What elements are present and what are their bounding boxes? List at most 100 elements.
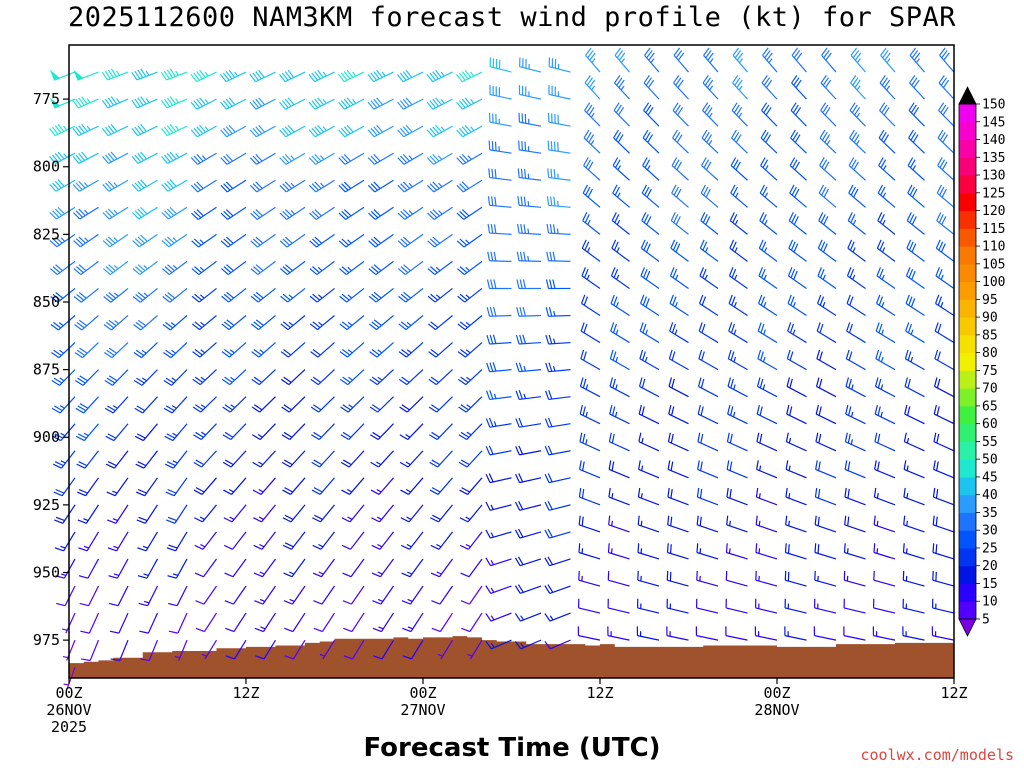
wind-barb — [284, 639, 306, 660]
barb-full — [730, 157, 737, 166]
barb-full — [907, 351, 912, 361]
barb-full — [131, 184, 139, 192]
barb-full — [311, 461, 320, 468]
wind-barb — [194, 558, 217, 578]
wind-barb — [308, 69, 335, 83]
barb-half — [615, 384, 618, 390]
wind-barb — [514, 639, 542, 650]
barb-shaft — [637, 551, 660, 560]
barb-full — [52, 210, 60, 218]
barb-shaft — [406, 342, 424, 358]
wind-barb — [727, 404, 748, 425]
chart-title: 2025112600 NAM3KM forecast wind profile … — [67, 2, 957, 33]
barb-half — [467, 653, 473, 657]
barb-full — [912, 188, 918, 198]
barb-half — [83, 432, 89, 437]
barb-full — [794, 161, 800, 171]
barb-shaft — [232, 531, 247, 550]
barb-full — [341, 238, 350, 246]
barb-full — [791, 186, 797, 196]
barb-full — [757, 349, 762, 359]
barb-half — [259, 571, 265, 575]
barb-full — [788, 212, 794, 221]
barb-full — [670, 489, 673, 499]
source-credit[interactable]: coolwx.com/models — [860, 746, 1014, 764]
wind-barb — [72, 151, 99, 164]
barb-shaft — [519, 369, 542, 373]
wind-barb — [545, 334, 571, 345]
barb-full — [582, 433, 586, 444]
barb-full — [280, 378, 290, 386]
wind-barb — [133, 315, 158, 331]
barb-full — [341, 321, 350, 329]
wind-barb — [77, 504, 100, 524]
y-tick-label: 825 — [33, 225, 60, 243]
barb-full — [456, 157, 464, 165]
barb-full — [369, 351, 378, 358]
barb-shaft — [613, 110, 630, 127]
barb-shaft — [82, 342, 99, 359]
barb-full — [611, 461, 615, 471]
barb-shaft — [846, 302, 866, 317]
barb-shaft — [314, 71, 335, 83]
wind-barb — [485, 557, 512, 567]
barb-shaft — [167, 152, 188, 164]
barb-full — [514, 613, 522, 622]
barb-full — [676, 134, 683, 143]
barb-shaft — [140, 315, 158, 331]
barb-full — [847, 461, 851, 471]
barb-full — [312, 266, 320, 274]
barb-shaft — [343, 71, 365, 83]
colorbar-cell — [959, 583, 976, 602]
barb-full — [544, 640, 551, 650]
barb-half — [527, 255, 530, 262]
barb-shaft — [637, 579, 660, 587]
barb-full — [221, 323, 230, 331]
barb-full — [168, 544, 178, 549]
wind-barb — [80, 612, 100, 634]
barb-shaft — [381, 639, 395, 660]
barb-full — [942, 106, 949, 116]
barb-full — [284, 181, 293, 189]
barb-full — [669, 544, 672, 554]
barb-shaft — [316, 260, 335, 276]
barb-full — [884, 52, 891, 61]
barb-full — [435, 69, 442, 78]
barb-shaft — [257, 287, 276, 303]
wind-barb — [308, 97, 335, 110]
barb-half — [708, 112, 713, 118]
wind-barb — [638, 377, 660, 398]
barb-shaft — [79, 206, 99, 220]
barb-full — [253, 321, 262, 329]
barb-full — [825, 52, 832, 61]
barb-full — [397, 212, 406, 220]
barb-shaft — [817, 247, 837, 262]
barb-half — [846, 548, 849, 554]
barb-full — [313, 600, 323, 605]
wind-barb — [637, 487, 660, 506]
barb-shaft — [260, 450, 276, 468]
barb-full — [844, 460, 848, 470]
wind-barb — [191, 315, 217, 331]
barb-shaft — [59, 396, 76, 414]
barb-full — [133, 379, 143, 386]
barb-full — [759, 378, 764, 389]
barb-shaft — [610, 302, 630, 317]
barb-full — [281, 406, 290, 413]
barb-shaft — [790, 110, 807, 127]
wind-barb — [279, 233, 306, 248]
barb-half — [906, 520, 908, 526]
barb-full — [702, 268, 707, 278]
barb-half — [322, 98, 327, 104]
wind-barb — [398, 315, 424, 331]
barb-shaft — [345, 260, 365, 276]
wind-barb — [430, 558, 453, 578]
barb-full — [642, 129, 649, 139]
barb-shaft — [755, 607, 778, 614]
barb-half — [615, 329, 619, 335]
barb-shaft — [666, 607, 689, 614]
wind-barbs — [48, 47, 955, 689]
barb-full — [546, 196, 550, 206]
barb-full — [279, 157, 287, 165]
wind-barb — [168, 612, 188, 634]
